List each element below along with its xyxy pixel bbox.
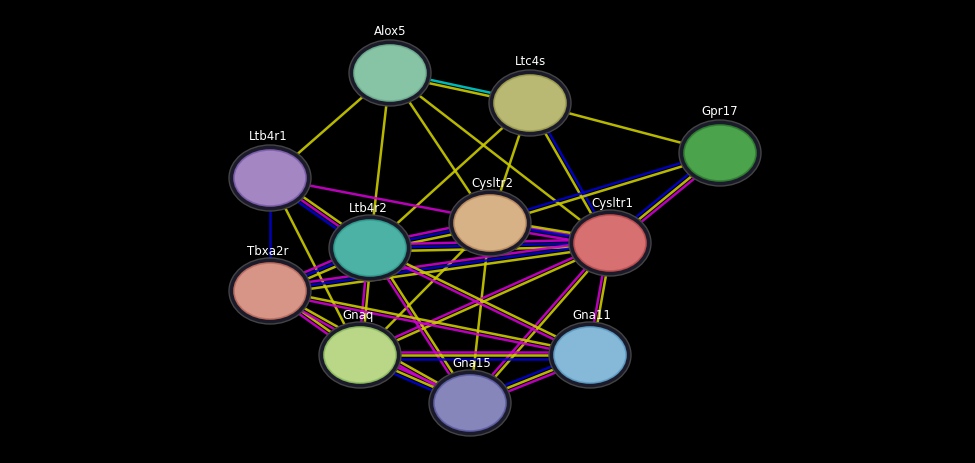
Ellipse shape	[489, 71, 571, 137]
Text: Cysltr1: Cysltr1	[591, 197, 633, 210]
Text: Tbxa2r: Tbxa2r	[248, 244, 289, 257]
Ellipse shape	[684, 126, 756, 181]
Text: Gna15: Gna15	[452, 356, 491, 369]
Ellipse shape	[349, 41, 431, 107]
Text: Ltb4r2: Ltb4r2	[349, 201, 387, 214]
Ellipse shape	[319, 322, 401, 388]
Ellipse shape	[234, 263, 306, 319]
Ellipse shape	[324, 327, 396, 383]
Text: Gpr17: Gpr17	[702, 105, 738, 118]
Ellipse shape	[429, 370, 511, 436]
Ellipse shape	[679, 121, 761, 187]
Ellipse shape	[354, 46, 426, 102]
Text: Ltb4r1: Ltb4r1	[249, 130, 288, 143]
Ellipse shape	[554, 327, 626, 383]
Text: Cysltr2: Cysltr2	[471, 176, 513, 189]
Ellipse shape	[334, 220, 406, 276]
Ellipse shape	[574, 216, 646, 271]
Text: Gna11: Gna11	[572, 308, 611, 321]
Ellipse shape	[454, 195, 526, 251]
Ellipse shape	[329, 216, 411, 282]
Ellipse shape	[229, 146, 311, 212]
Ellipse shape	[494, 76, 566, 131]
Ellipse shape	[434, 375, 506, 431]
Text: Alox5: Alox5	[373, 25, 407, 38]
Ellipse shape	[234, 150, 306, 206]
Ellipse shape	[229, 258, 311, 324]
Ellipse shape	[449, 191, 531, 257]
Ellipse shape	[569, 211, 651, 276]
Text: Gnaq: Gnaq	[342, 308, 373, 321]
Ellipse shape	[549, 322, 631, 388]
Text: Ltc4s: Ltc4s	[515, 55, 546, 68]
